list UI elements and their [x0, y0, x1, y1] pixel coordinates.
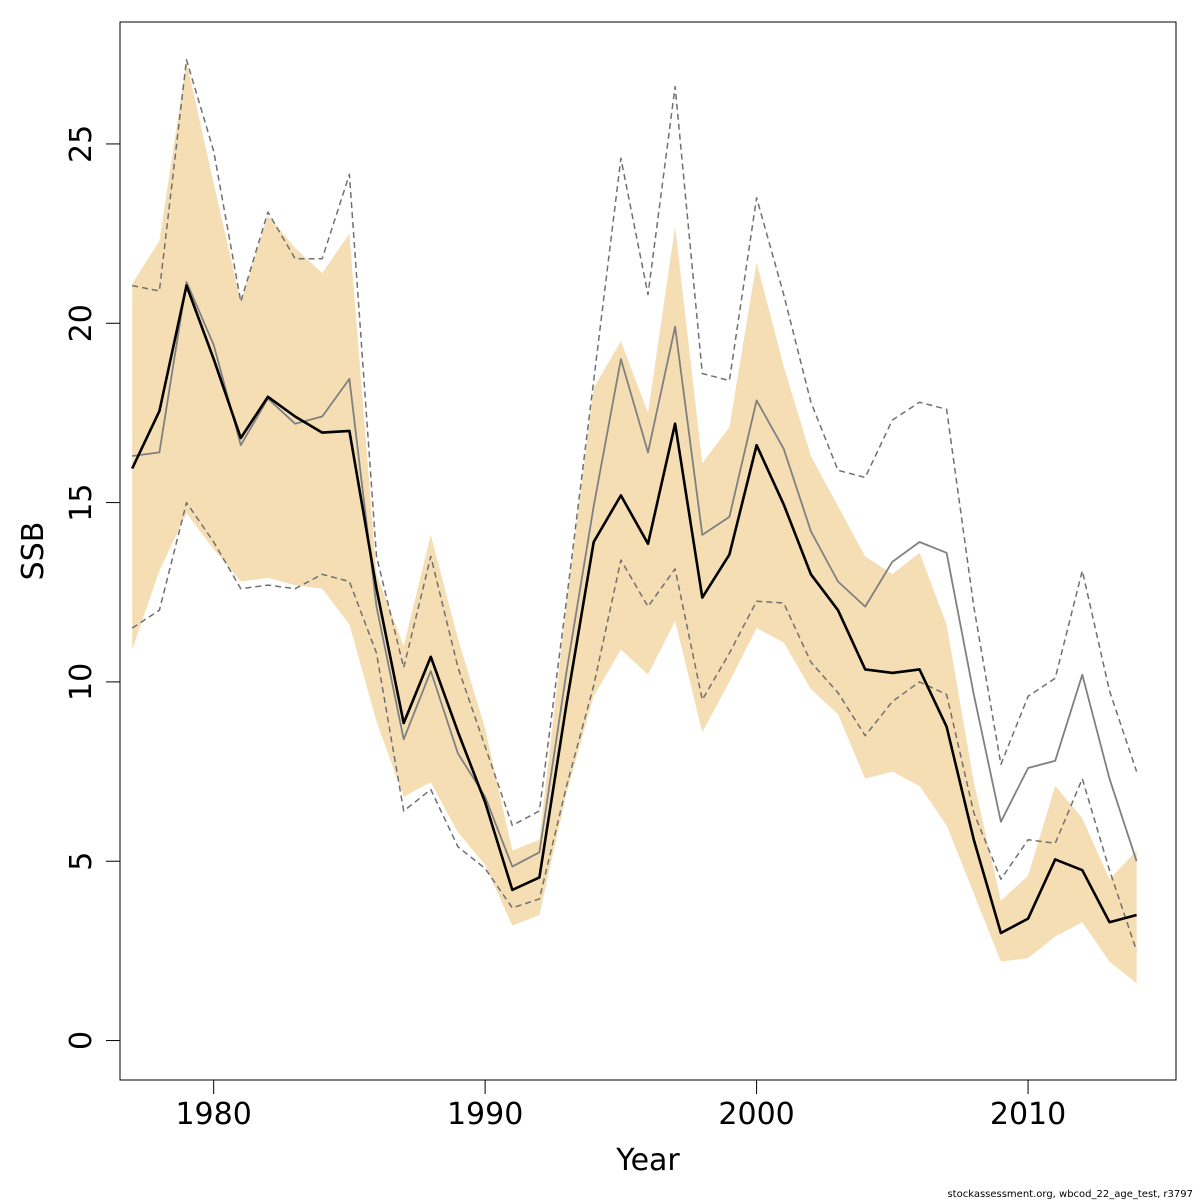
- y-tick-label: 15: [64, 484, 99, 522]
- x-tick-label: 1990: [447, 1097, 523, 1132]
- y-tick-label: 0: [64, 1031, 99, 1050]
- axes-layer: 1980 1990 2000 2010 0 5 10 15 20 25: [64, 125, 1066, 1132]
- y-tick-label: 25: [64, 125, 99, 163]
- footnote: stockassessment.org, wbcod_22_age_test, …: [947, 1189, 1193, 1200]
- series-lines-layer: [131, 58, 1138, 952]
- ssb-estimate-line: [131, 284, 1137, 935]
- x-tick-label: 2010: [990, 1097, 1066, 1132]
- x-tick-label: 2000: [718, 1097, 794, 1132]
- y-tick-label: 5: [64, 852, 99, 871]
- comparison-line: [132, 281, 1138, 868]
- confidence-band-layer: [132, 61, 1137, 984]
- comparison-lower-dashed-line: [131, 501, 1138, 952]
- y-axis-title: SSB: [16, 522, 51, 581]
- comparison-upper-dashed-line: [132, 58, 1138, 827]
- x-tick-label: 1980: [175, 1097, 251, 1132]
- confidence-band: [132, 61, 1137, 984]
- y-tick-label: 20: [64, 304, 99, 342]
- y-tick-label: 10: [64, 663, 99, 701]
- x-axis-title: Year: [615, 1143, 680, 1178]
